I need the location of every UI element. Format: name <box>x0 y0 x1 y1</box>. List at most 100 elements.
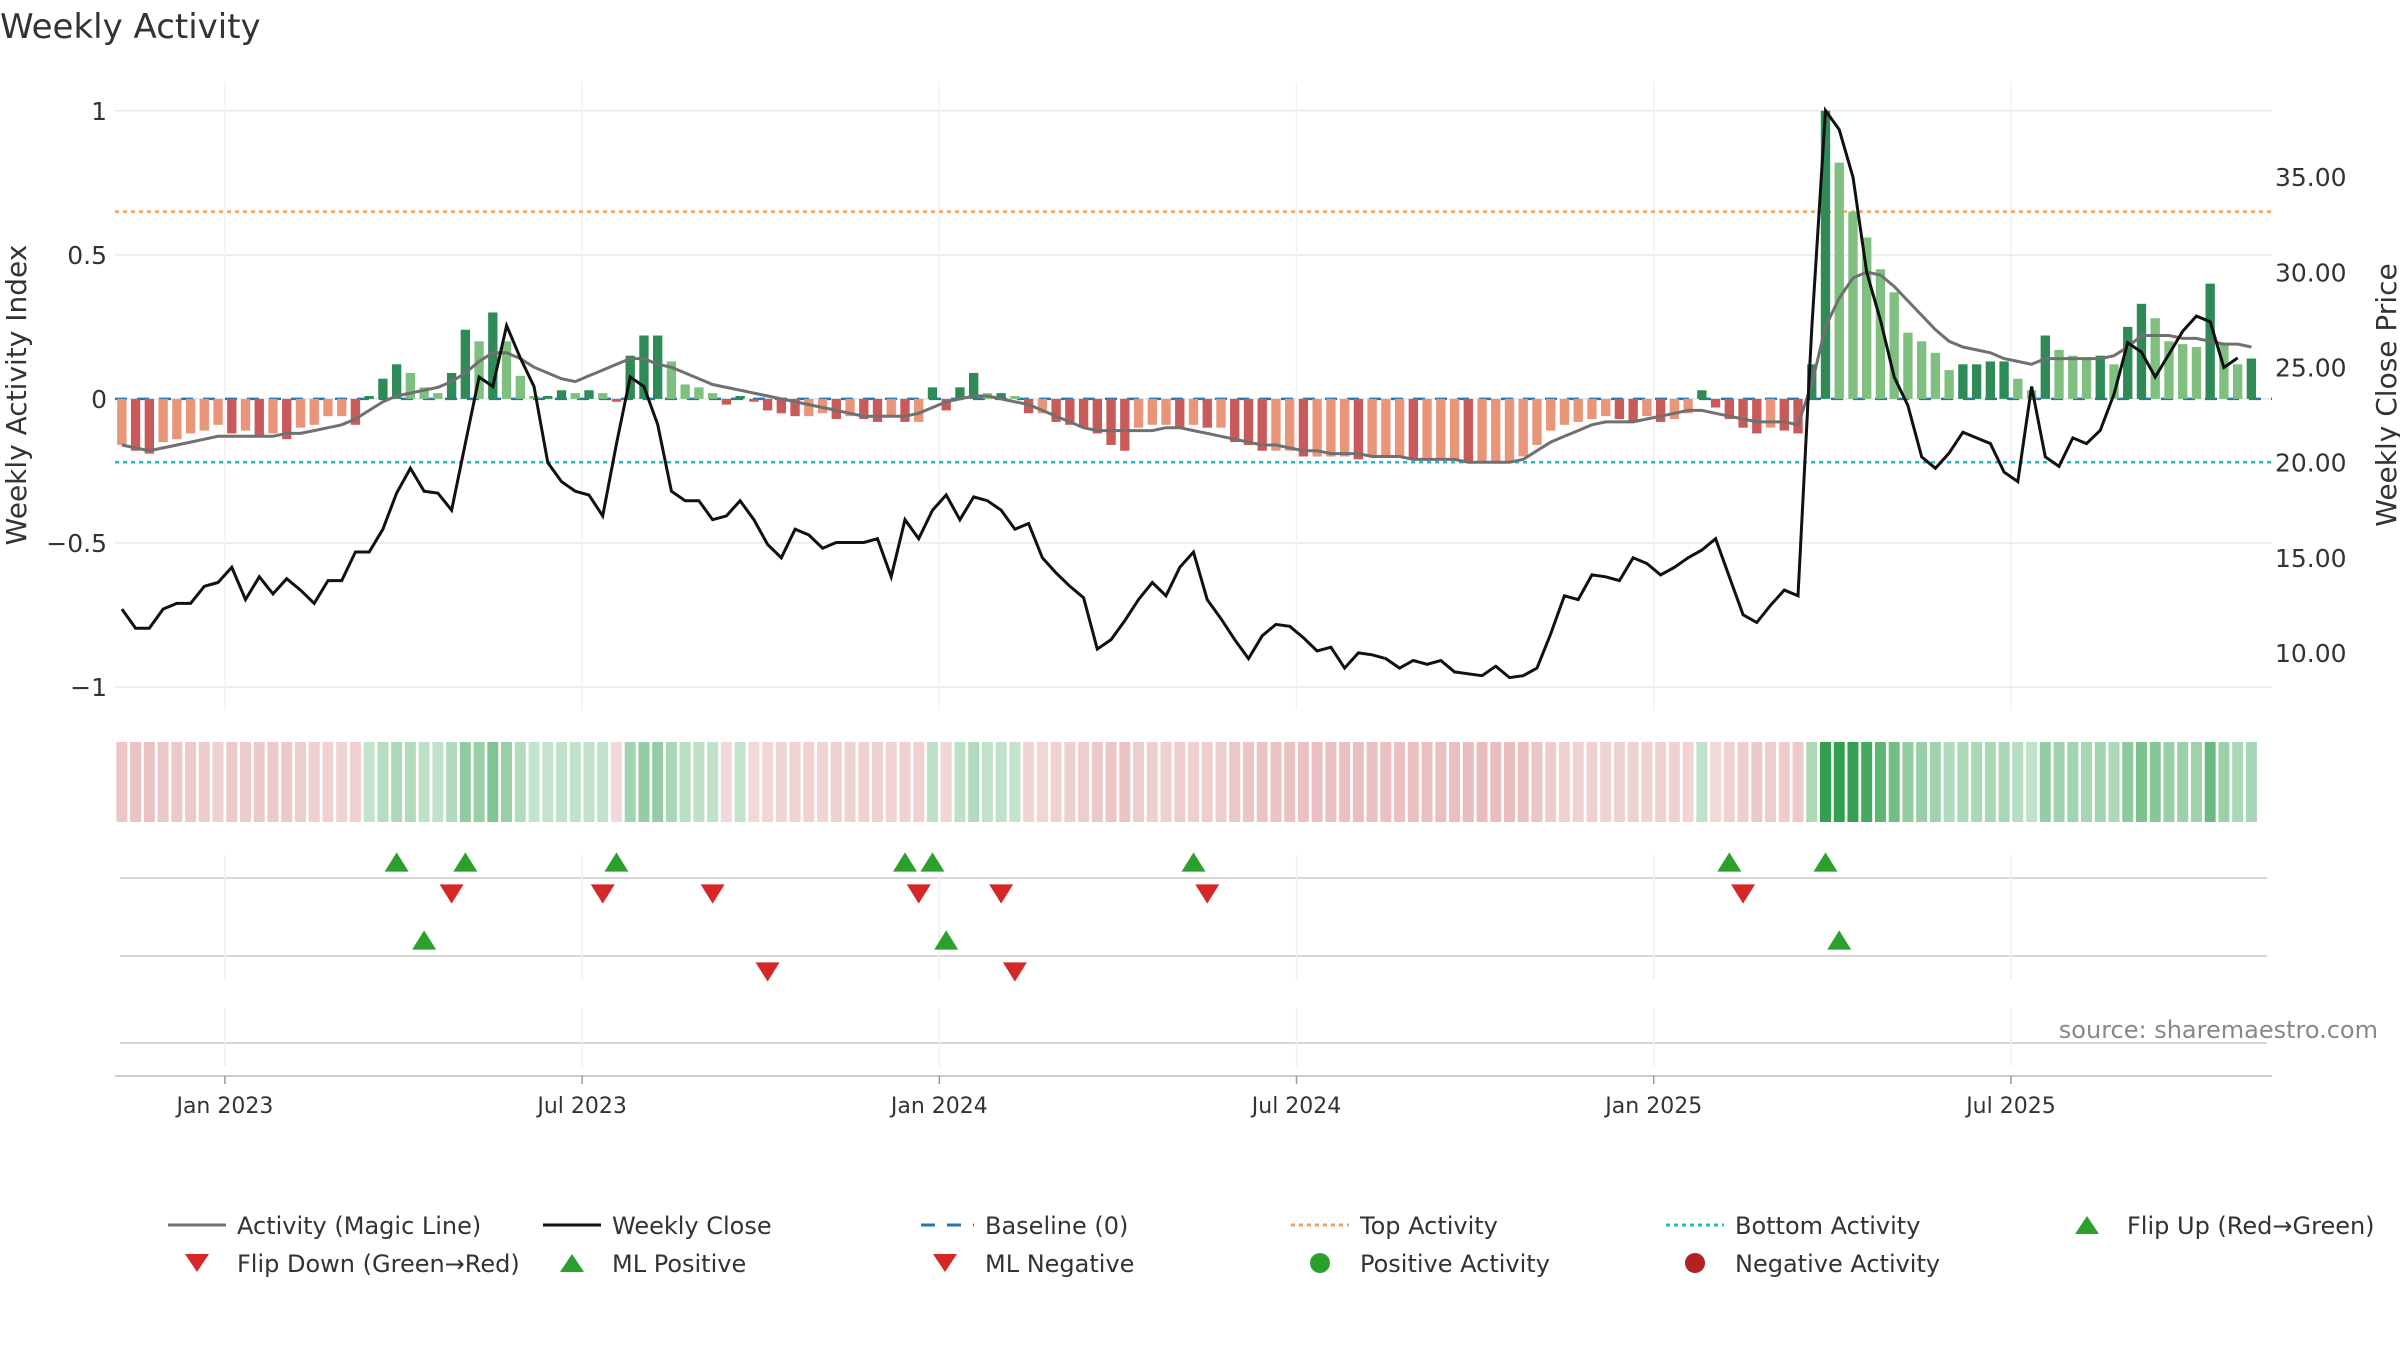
activity-bar <box>1449 398 1460 460</box>
y-tick-label: 0 <box>91 385 107 414</box>
strip-cell <box>1078 742 1090 822</box>
strip-cell <box>459 742 471 822</box>
strip-cell <box>1050 742 1062 822</box>
activity-bar <box>501 341 512 399</box>
activity-bar <box>1353 398 1364 460</box>
strip-cell <box>1421 742 1433 822</box>
strip-cell <box>899 742 911 822</box>
strip-cell <box>1984 742 1996 822</box>
strip-cell <box>473 742 485 822</box>
source-credit: source: sharemaestro.com <box>2059 1016 2378 1044</box>
activity-bar <box>1903 332 1913 399</box>
y2-tick-label: 20.00 <box>2275 449 2347 478</box>
strip-cell <box>858 742 870 822</box>
strip-cell <box>1572 742 1584 822</box>
legend-item: Baseline (0) <box>921 1212 1128 1240</box>
activity-bar <box>2013 378 2023 399</box>
strip-cell <box>1284 742 1296 822</box>
activity-bar <box>1078 398 1089 428</box>
y2-tick-label: 30.00 <box>2275 258 2347 287</box>
strip-cell <box>1765 742 1777 822</box>
strip-cell <box>116 742 128 822</box>
strip-cell <box>171 742 183 822</box>
strip-cell <box>2135 742 2147 822</box>
activity-bar <box>460 329 471 399</box>
strip-cell <box>1943 742 1955 822</box>
strip-cell <box>2245 742 2257 822</box>
activity-bar <box>1188 398 1199 425</box>
activity-bar <box>639 335 649 399</box>
activity-bar <box>1010 396 1020 399</box>
activity-bar <box>446 372 457 399</box>
strip-cell <box>501 742 513 822</box>
strip-cell <box>336 742 348 822</box>
strip-cell <box>1806 742 1818 822</box>
legend-label: ML Positive <box>612 1250 746 1278</box>
activity-bar <box>1106 398 1116 445</box>
legend-item: ML Positive <box>560 1250 746 1278</box>
strip-cell <box>1792 742 1804 822</box>
activity-bar <box>1065 398 1075 425</box>
activity-bar <box>996 393 1006 399</box>
activity-bar <box>694 387 704 399</box>
flip-down-marker <box>906 884 931 904</box>
activity-bar <box>1037 398 1048 414</box>
strip-cell <box>2204 742 2216 822</box>
strip-cell <box>968 742 980 822</box>
legend-item: Activity (Magic Line) <box>168 1212 481 1240</box>
strip-cell <box>1833 742 1845 822</box>
ml-positive-marker <box>412 930 437 950</box>
activity-bar <box>1985 361 1996 399</box>
activity-bar <box>227 398 237 434</box>
strip-cell <box>679 742 691 822</box>
legend-label: Positive Activity <box>1360 1250 1550 1278</box>
strip-cell <box>1380 742 1392 822</box>
strip-cell <box>1449 742 1461 822</box>
legend-label: Weekly Close <box>612 1212 772 1240</box>
activity-bar <box>1848 211 1858 399</box>
activity-bar <box>378 378 388 399</box>
activity-bar <box>1161 398 1171 425</box>
activity-bar <box>653 335 663 399</box>
activity-bar <box>1600 398 1611 417</box>
activity-bar <box>254 398 264 437</box>
legend-label: ML Negative <box>985 1250 1134 1278</box>
activity-bar <box>1230 398 1240 443</box>
activity-bar <box>529 396 539 399</box>
activity-bar <box>666 361 677 399</box>
strip-cell <box>2026 742 2038 822</box>
activity-bar <box>2068 355 2078 399</box>
activity-bar <box>433 393 443 399</box>
strip-cell <box>1394 742 1406 822</box>
strip-cell <box>377 742 389 822</box>
strip-cell <box>130 742 142 822</box>
activity-bar <box>1614 398 1625 420</box>
activity-bar <box>419 387 429 399</box>
activity-bar <box>295 398 306 428</box>
activity-bar <box>213 398 223 425</box>
legend-item: ML Negative <box>933 1250 1134 1278</box>
strip-cell <box>940 742 952 822</box>
y2-tick-label: 10.00 <box>2275 639 2347 668</box>
activity-bar <box>1504 398 1515 463</box>
activity-bar <box>282 398 292 440</box>
strip-cell <box>2108 742 2120 822</box>
strip-cell <box>1009 742 1021 822</box>
activity-bar <box>2191 347 2202 399</box>
activity-bar <box>914 398 924 422</box>
activity-bar <box>1394 398 1405 457</box>
activity-bar <box>2246 358 2257 399</box>
strip-cell <box>2039 742 2051 822</box>
x-tick-label: Jan 2025 <box>1603 1094 1702 1119</box>
strip-cell <box>1091 742 1103 822</box>
activity-bar <box>2040 335 2050 399</box>
activity-bar <box>309 398 319 425</box>
activity-bar <box>707 393 718 399</box>
flip-up-marker <box>1717 852 1742 872</box>
strip-cell <box>267 742 279 822</box>
flip-up-marker <box>1813 852 1838 872</box>
strip-cell <box>1339 742 1351 822</box>
activity-bar <box>721 398 732 405</box>
strip-cell <box>1160 742 1172 822</box>
